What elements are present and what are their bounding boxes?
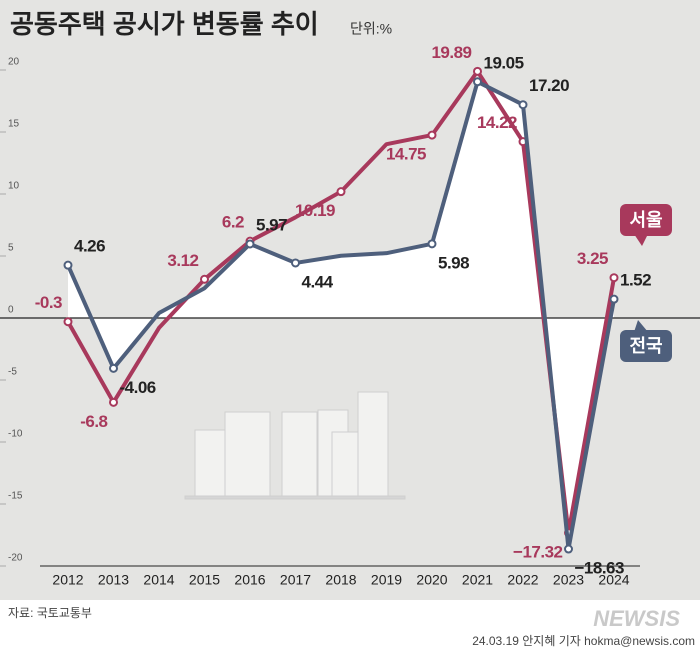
y-tick-label: -5 bbox=[8, 367, 17, 378]
value-label: 5.98 bbox=[438, 253, 469, 272]
value-label: −17.32 bbox=[513, 542, 563, 561]
area-fill bbox=[68, 81, 614, 550]
legend-label: 전국 bbox=[629, 336, 662, 356]
legend-box bbox=[620, 204, 672, 236]
chart-title: 공동주택 공시가 변동률 추이 bbox=[10, 9, 319, 39]
value-label: −18.63 bbox=[575, 558, 625, 577]
point bbox=[200, 274, 209, 284]
unit-label: 단위:% bbox=[350, 21, 392, 37]
y-tick-label: 20 bbox=[8, 57, 20, 68]
point bbox=[291, 258, 300, 268]
value-label: 4.26 bbox=[74, 237, 105, 256]
source: 자료: 국토교통부 bbox=[8, 606, 92, 620]
value-label: -6.8 bbox=[80, 412, 107, 431]
point bbox=[609, 294, 619, 304]
point bbox=[63, 260, 73, 270]
value-label: 10.19 bbox=[295, 201, 335, 220]
building-illustration bbox=[184, 391, 406, 500]
point bbox=[63, 317, 73, 327]
point bbox=[609, 273, 619, 283]
y-tick-label: 15 bbox=[8, 119, 20, 130]
y-tick-label: -15 bbox=[8, 491, 23, 502]
value-label: 3.25 bbox=[577, 249, 608, 268]
x-tick-label: 2013 bbox=[98, 572, 129, 588]
x-tick-label: 2019 bbox=[371, 572, 402, 588]
value-label: 19.05 bbox=[484, 53, 524, 72]
x-tick-label: 2024 bbox=[598, 572, 629, 588]
y-tick-label: 0 bbox=[8, 305, 14, 316]
legend-pointer bbox=[634, 234, 648, 246]
value-label: 5.97 bbox=[256, 215, 287, 234]
y-tick-label: -20 bbox=[8, 553, 23, 564]
y-tick-label: 10 bbox=[8, 181, 20, 192]
value-label: 1.52 bbox=[620, 271, 651, 290]
point bbox=[109, 397, 118, 407]
series: -0.3 -6.8 3.12 6.2 10.19 14.75 19.89 14.22 −17.3… bbox=[35, 43, 672, 561]
y-tick-label: -10 bbox=[8, 429, 23, 440]
point bbox=[518, 100, 528, 110]
footer-background bbox=[0, 600, 700, 651]
legend-label: 서울 bbox=[629, 210, 662, 230]
point bbox=[109, 363, 118, 373]
legend-pointer bbox=[634, 320, 648, 332]
x-tick-label: 2015 bbox=[189, 572, 220, 588]
point bbox=[564, 544, 573, 554]
point bbox=[336, 187, 346, 197]
x-tick-label: 2021 bbox=[462, 572, 493, 588]
x-tick-label: 2012 bbox=[52, 572, 83, 588]
y-tick-label: 5 bbox=[8, 243, 14, 254]
series: 4.26 -4.06 5.97 4.44 5.98 19.05 17.20 −18.63 1.5… bbox=[63, 53, 672, 577]
x-tick-label: 2023 bbox=[553, 572, 584, 588]
point bbox=[473, 66, 482, 76]
value-label: -4.06 bbox=[120, 378, 156, 397]
x-tick-label: 2014 bbox=[143, 572, 174, 588]
value-label: -0.3 bbox=[35, 293, 62, 312]
point bbox=[473, 77, 482, 87]
x-tick-label: 2022 bbox=[507, 572, 538, 588]
legend-box bbox=[620, 330, 672, 362]
value-label: 19.89 bbox=[431, 43, 471, 62]
value-label: 14.22 bbox=[477, 113, 517, 132]
x-tick-label: 2017 bbox=[280, 572, 311, 588]
value-label: 17.20 bbox=[529, 76, 569, 95]
point bbox=[427, 239, 437, 249]
x-tick-label: 2020 bbox=[416, 572, 447, 588]
value-label: 3.12 bbox=[167, 251, 198, 270]
value-label: 4.44 bbox=[302, 272, 334, 291]
point bbox=[245, 239, 255, 249]
value-label: 14.75 bbox=[386, 145, 426, 164]
point bbox=[427, 130, 437, 140]
x-tick-label: 2016 bbox=[234, 572, 265, 588]
credit: 24.03.19 안지혜 기자 hokma@newsis.com bbox=[472, 634, 695, 648]
x-tick-label: 2018 bbox=[325, 572, 356, 588]
logo: NEWSIS bbox=[593, 606, 680, 631]
value-label: 6.2 bbox=[222, 213, 244, 232]
